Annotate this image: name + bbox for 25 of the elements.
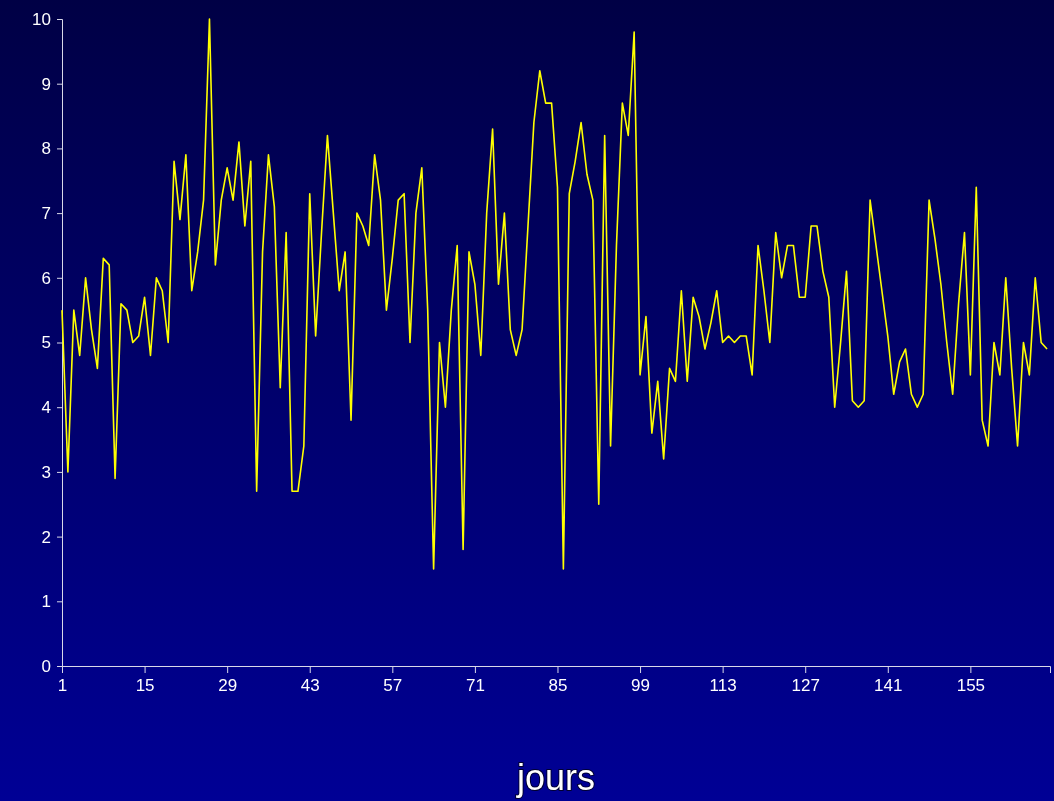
x-tick-label: 99	[631, 676, 651, 696]
x-tick-label: 127	[791, 676, 820, 696]
y-tick-label: 3	[41, 462, 51, 482]
x-tick-label: 155	[956, 676, 986, 696]
y-tick-label: 7	[41, 204, 51, 224]
y-tick-label: 9	[41, 74, 51, 94]
x-tick-label: 57	[383, 676, 403, 696]
x-tick-label: 85	[548, 676, 568, 696]
x-tick-label: 141	[874, 676, 903, 696]
y-tick-label: 0	[41, 656, 51, 676]
y-tick-label: 4	[41, 398, 51, 418]
x-tick-label: 71	[465, 676, 485, 696]
y-tick-label: 5	[41, 333, 51, 353]
line-series	[61, 18, 1048, 570]
x-tick-label: 29	[218, 676, 238, 696]
x-axis-title: jours	[515, 757, 596, 798]
x-tick-label: 1	[57, 676, 68, 696]
y-tick-label: 10	[32, 9, 51, 29]
x-tick-label: 113	[709, 676, 737, 696]
y-tick-label: 2	[41, 527, 51, 547]
y-tick-label: 1	[41, 592, 51, 612]
y-tick-label: 8	[41, 139, 51, 159]
x-tick-label: 43	[300, 676, 320, 696]
x-tick-label: 15	[135, 676, 155, 696]
y-tick-label: 6	[41, 268, 51, 288]
